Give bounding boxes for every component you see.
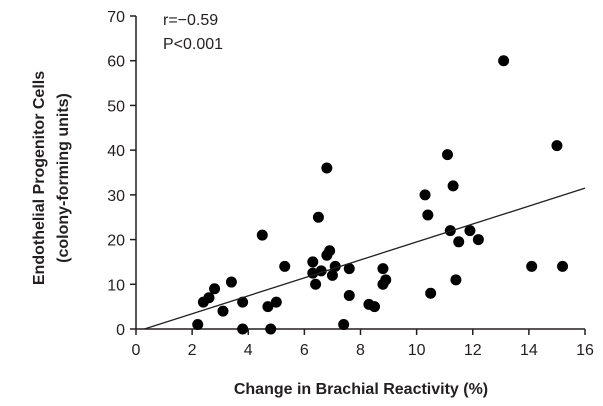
data-point	[237, 323, 249, 335]
data-point	[312, 211, 324, 223]
data-point	[203, 292, 215, 304]
y-tick-label: 50	[107, 98, 125, 115]
data-point	[419, 189, 431, 201]
data-point	[343, 289, 355, 301]
data-point	[225, 276, 237, 288]
trend-line	[144, 187, 586, 330]
data-point	[279, 260, 291, 272]
data-point	[256, 229, 268, 241]
data-point	[557, 260, 569, 272]
data-point	[338, 319, 350, 331]
data-point	[192, 319, 204, 331]
y-tick-label: 70	[107, 9, 125, 26]
y-tick-label: 60	[107, 54, 125, 71]
data-point	[324, 245, 336, 257]
y-tick-label: 30	[107, 188, 125, 205]
y-tick-label: 10	[107, 277, 125, 294]
x-tick-label: 2	[188, 342, 197, 359]
y-ticks: 0 10 20 30 40 50 60 70	[107, 9, 136, 339]
data-point	[321, 162, 333, 174]
data-point	[217, 305, 229, 317]
data-point	[265, 323, 277, 335]
x-tick-label: 16	[576, 342, 594, 359]
x-tick-label: 4	[244, 342, 253, 359]
data-point	[447, 180, 459, 192]
data-point	[343, 263, 355, 275]
x-tick-label: 0	[132, 342, 141, 359]
annotation-r: r=−0.59	[163, 12, 218, 29]
data-point	[422, 209, 434, 221]
data-point	[237, 296, 249, 308]
x-tick-label: 14	[520, 342, 538, 359]
data-point	[453, 236, 465, 248]
x-ticks: 0 2 4 6 8 10 12 14 16	[132, 329, 594, 359]
data-point	[369, 301, 381, 313]
data-point	[450, 274, 462, 286]
x-tick-label: 8	[356, 342, 365, 359]
y-tick-label: 0	[116, 322, 125, 339]
data-point	[464, 225, 476, 237]
y-axis-title-line2: (colony-forming units)	[55, 93, 72, 263]
data-point	[498, 55, 510, 67]
data-point	[209, 283, 221, 295]
x-tick-label: 12	[464, 342, 482, 359]
data-point	[472, 234, 484, 246]
data-point	[380, 274, 392, 286]
data-point	[441, 149, 453, 161]
x-axis-title: Change in Brachial Reactivity (%)	[234, 381, 488, 398]
data-points	[192, 55, 569, 335]
axes	[135, 16, 585, 330]
x-tick-label: 6	[300, 342, 309, 359]
data-point	[377, 263, 389, 275]
y-axis-title-line1: Endothelial Progenitor Cells	[31, 71, 48, 285]
data-point	[262, 301, 274, 313]
annotation-p: P<0.001	[163, 36, 223, 53]
y-tick-label: 40	[107, 143, 125, 160]
data-point	[551, 140, 563, 152]
data-point	[425, 287, 437, 299]
data-point	[526, 260, 538, 272]
data-point	[310, 278, 322, 290]
x-tick-label: 10	[408, 342, 426, 359]
data-point	[307, 256, 319, 268]
data-point	[270, 296, 282, 308]
data-point	[326, 269, 338, 281]
y-tick-label: 20	[107, 233, 125, 250]
